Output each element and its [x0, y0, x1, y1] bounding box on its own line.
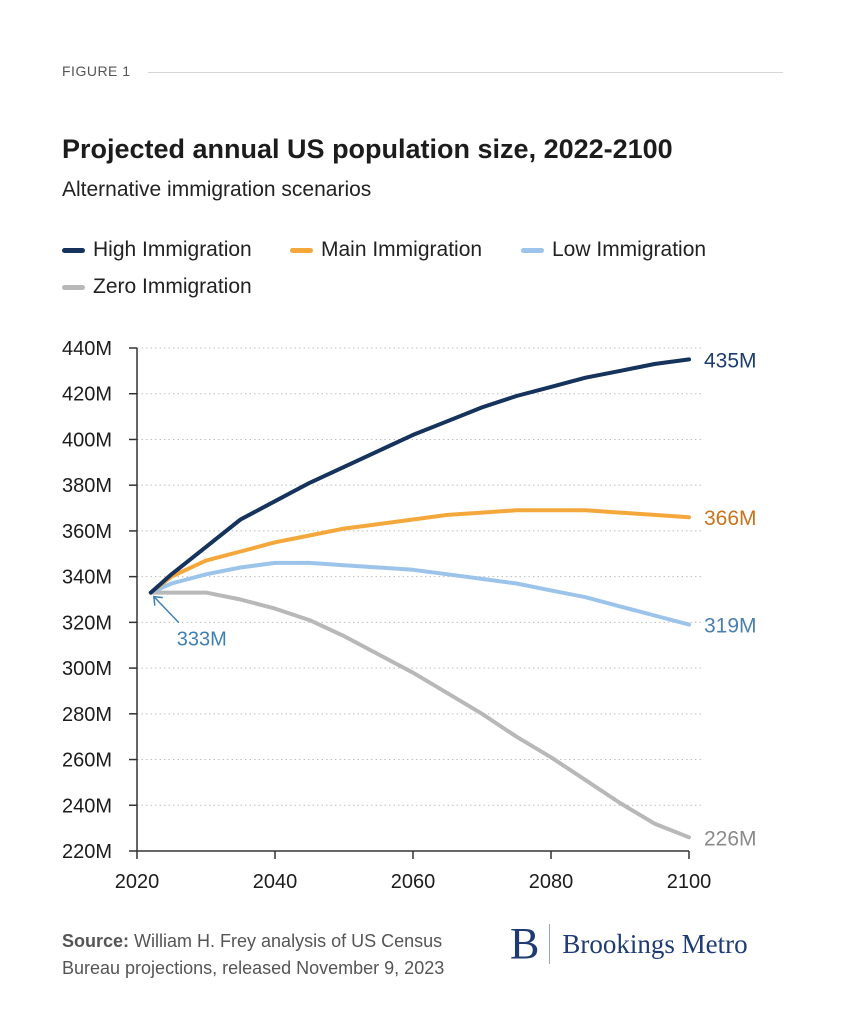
start-annotation-arrow	[154, 597, 180, 624]
legend-swatch-low	[521, 247, 544, 253]
series-line-main	[148, 508, 691, 595]
y-tick-label: 300M	[62, 658, 112, 680]
figure-rule	[148, 72, 783, 73]
series-line-high	[148, 357, 691, 595]
figure-label: FIGURE 1	[62, 63, 131, 79]
series-line-low	[148, 560, 691, 627]
end-label-high: 435M	[704, 349, 757, 372]
y-tick-label: 260M	[62, 750, 112, 772]
line-chart: 220M 240M 260M 280M 300M 320M 340M 360M 380M 400M…	[62, 338, 757, 893]
legend-swatch-zero	[62, 284, 85, 290]
legend-item-zero: Zero Immigration	[62, 275, 252, 299]
y-tick-label: 380M	[62, 475, 112, 497]
series-line-zero	[148, 590, 691, 840]
legend-label-high: High Immigration	[93, 238, 252, 261]
y-tick-label: 280M	[62, 704, 112, 726]
x-tick-label: 2060	[391, 871, 436, 893]
y-tick-label: 440M	[62, 338, 112, 360]
end-label-main: 366M	[704, 507, 757, 530]
brand-divider	[549, 924, 551, 964]
x-tick-label: 2040	[253, 871, 298, 893]
legend-item-main: Main Immigration	[290, 238, 482, 262]
x-tick-label: 2080	[529, 871, 574, 893]
start-annotation-arrowhead	[152, 595, 163, 606]
source-note: Source: William H. Frey analysis of US C…	[62, 928, 462, 982]
y-tick-label: 400M	[62, 429, 112, 451]
legend-item-high: High Immigration	[62, 238, 252, 262]
legend-swatch-high	[62, 247, 85, 253]
legend-swatch-main	[290, 247, 313, 253]
chart-subtitle: Alternative immigration scenarios	[62, 178, 372, 201]
y-tick-label: 320M	[62, 612, 112, 634]
y-tick-label: 360M	[62, 521, 112, 543]
y-tick-label: 240M	[62, 795, 112, 817]
brand-mark: B	[510, 919, 540, 968]
legend-label-zero: Zero Immigration	[93, 275, 252, 298]
source-text: William H. Frey analysis of US Census Bu…	[62, 931, 445, 978]
brookings-metro-logo: B Brookings Metro	[510, 922, 748, 966]
start-annotation-label: 333M	[177, 629, 227, 651]
y-tick-label: 220M	[62, 841, 112, 863]
chart-title: Projected annual US population size, 202…	[62, 134, 673, 164]
brand-name: Brookings Metro	[562, 928, 748, 959]
x-tick-label: 2100	[667, 871, 712, 893]
legend-label-low: Low Immigration	[552, 238, 707, 261]
legend-label-main: Main Immigration	[321, 238, 483, 261]
x-tick-label: 2020	[115, 871, 160, 893]
legend-item-low: Low Immigration	[521, 238, 706, 262]
y-tick-label: 340M	[62, 567, 112, 589]
y-tick-label: 420M	[62, 384, 112, 406]
source-label: Source:	[62, 931, 130, 951]
end-label-low: 319M	[704, 615, 757, 638]
end-label-zero: 226M	[704, 827, 757, 850]
